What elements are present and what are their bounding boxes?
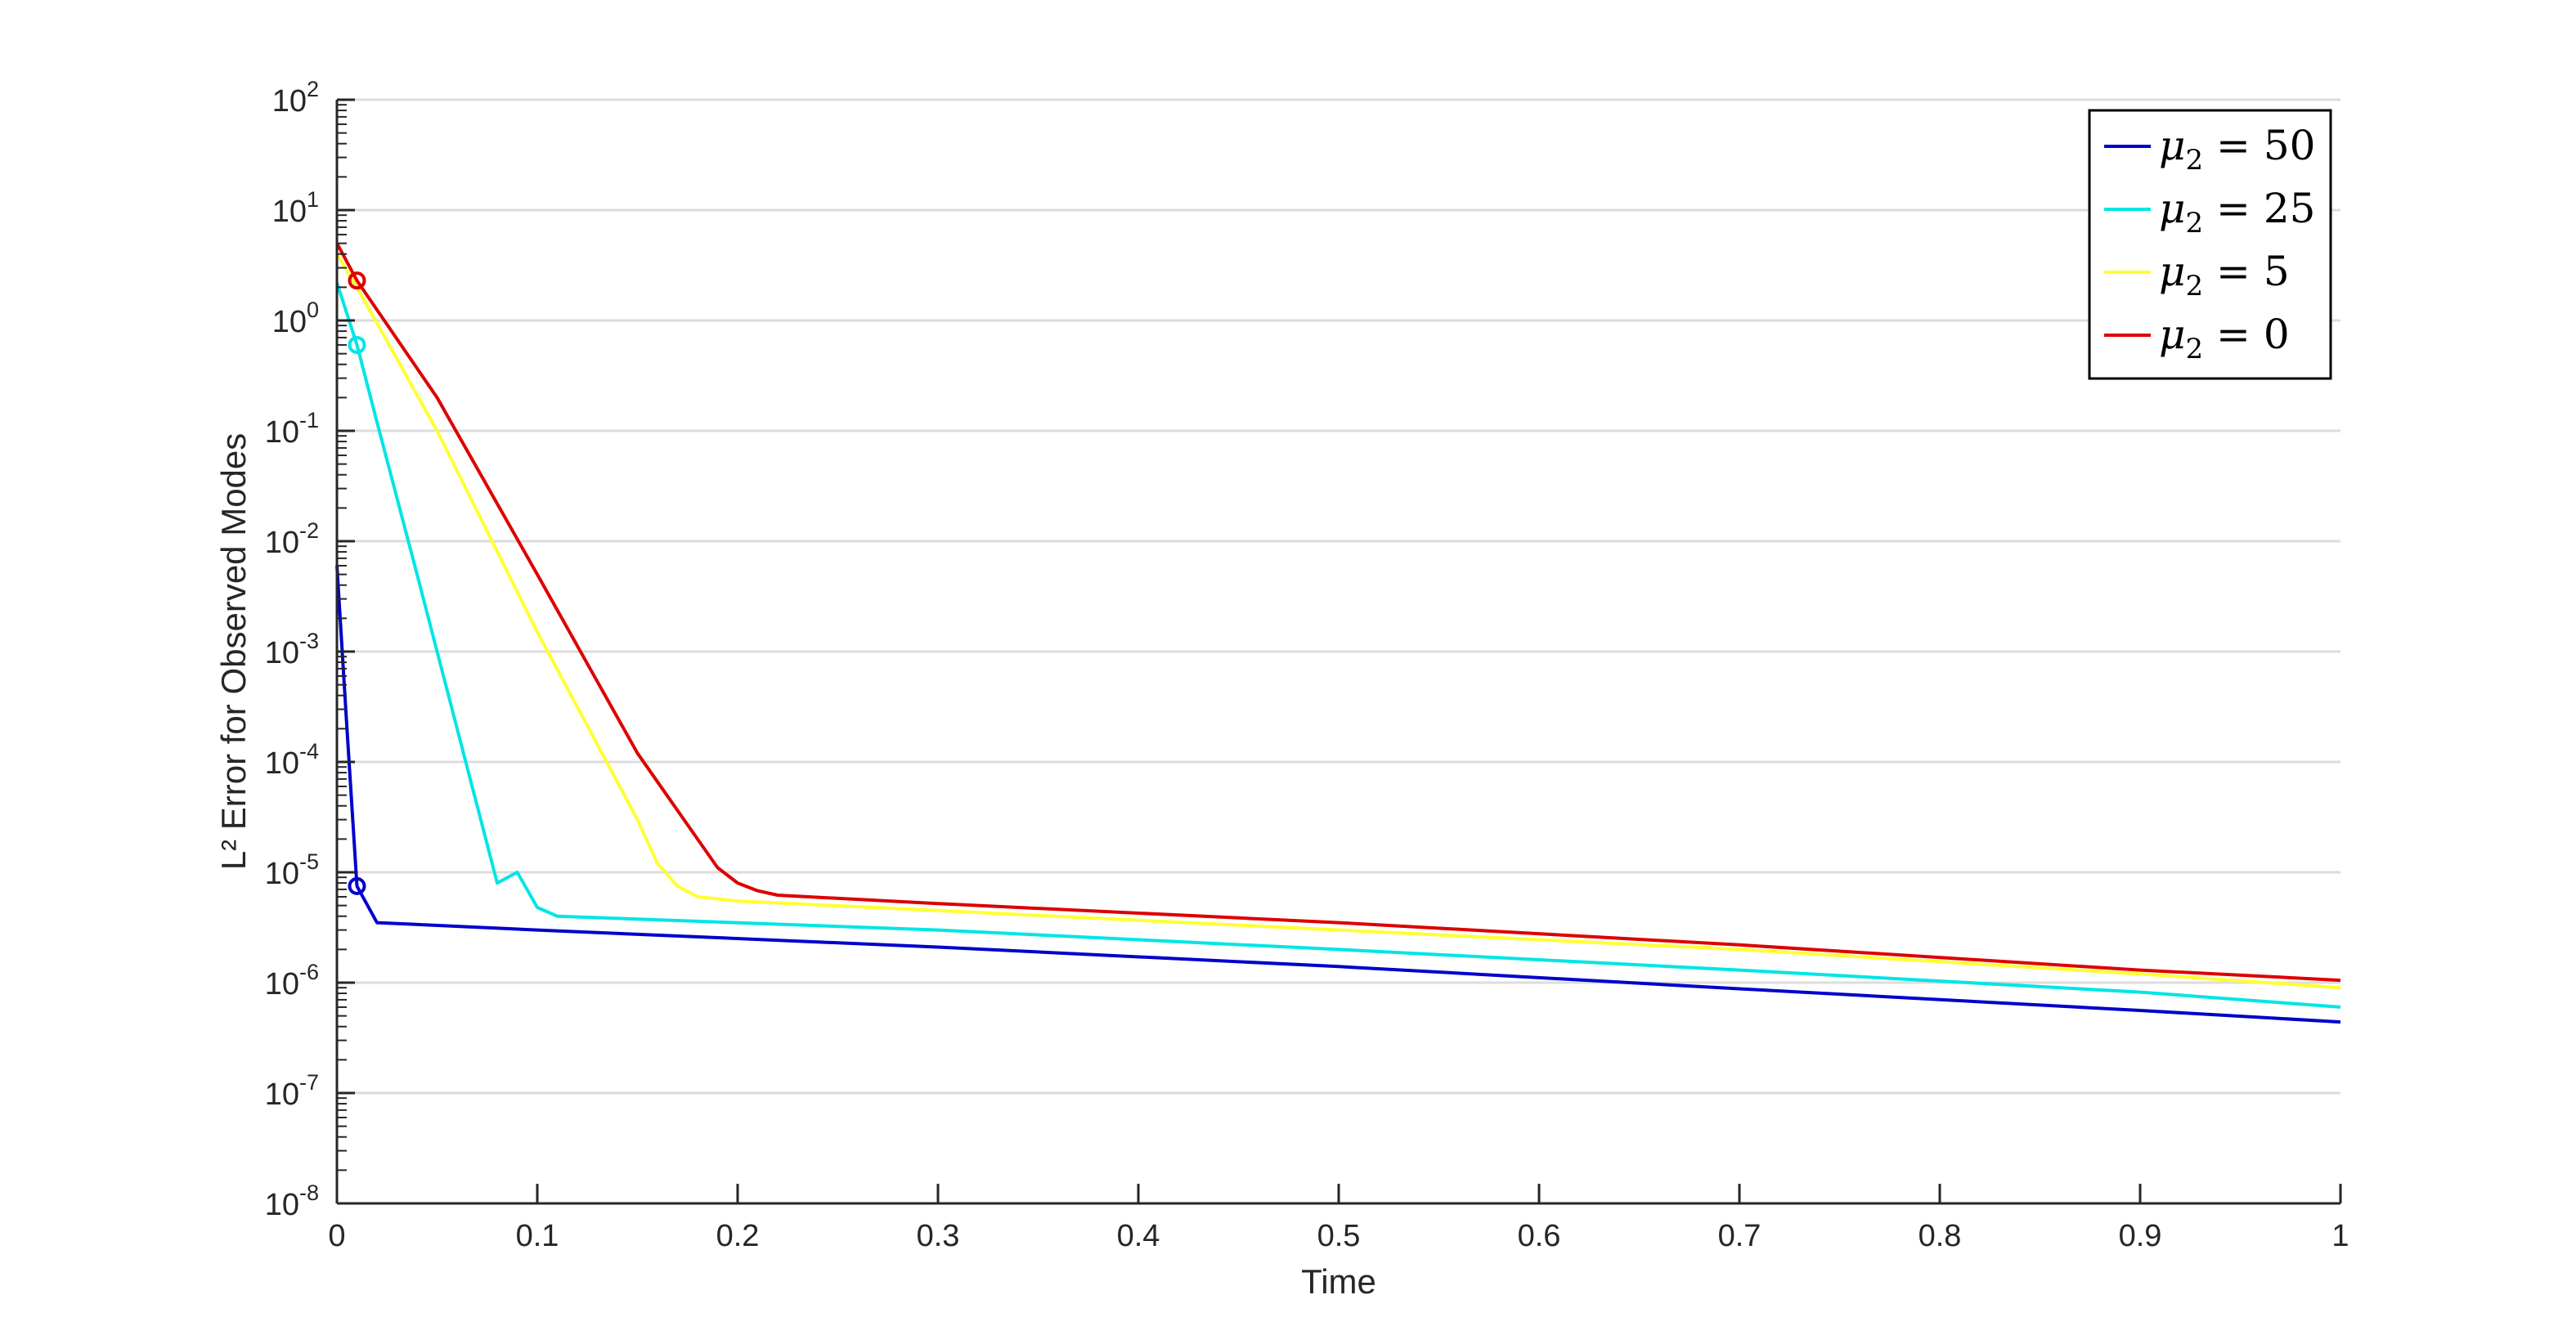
y-tick-exponent: -2 [299, 518, 319, 543]
y-tick-label: 10-2 [265, 518, 319, 560]
y-tick-base: 10 [265, 526, 299, 560]
y-tick-exponent: -1 [299, 408, 319, 432]
y-tick-base: 10 [272, 305, 307, 339]
legend-label: μ2 = 5 [2159, 248, 2290, 302]
y-tick-base: 10 [265, 1077, 299, 1112]
y-tick-label: 10-1 [265, 408, 319, 450]
y-tick-exponent: -8 [299, 1180, 319, 1205]
legend-subscript: 2 [2186, 144, 2204, 177]
y-tick-base: 10 [265, 857, 299, 891]
y-tick-label: 10-6 [265, 960, 319, 1001]
y-tick-base: 10 [272, 84, 307, 119]
x-tick-label: 0.2 [716, 1219, 760, 1253]
y-tick-exponent: -5 [299, 849, 319, 874]
x-tick-label: 0.9 [2119, 1219, 2162, 1253]
x-axis-title: Time [1301, 1262, 1376, 1301]
legend-value: = 5 [2203, 248, 2290, 295]
legend-label: μ2 = 50 [2159, 122, 2315, 177]
y-tick-base: 10 [265, 967, 299, 1001]
legend-value: = 50 [2203, 122, 2315, 169]
legend-subscript: 2 [2186, 207, 2204, 240]
series-marker [348, 271, 366, 290]
legend-subscript: 2 [2186, 333, 2204, 365]
y-tick-base: 10 [265, 746, 299, 781]
y-tick-base: 10 [265, 636, 299, 670]
series-line [335, 253, 2341, 990]
y-tick-label: 100 [272, 298, 319, 339]
y-tick-exponent: 1 [307, 187, 319, 212]
y-tick-label: 10-5 [265, 849, 319, 891]
legend-symbol: μ [2159, 311, 2186, 358]
ticks: 10210110010-110-210-310-410-510-610-710-… [265, 77, 2349, 1253]
legend-symbol: μ [2159, 248, 2186, 295]
series-line [335, 282, 2341, 1009]
x-tick-label: 1 [2331, 1219, 2349, 1253]
x-tick-label: 0.8 [1919, 1219, 1962, 1253]
x-tick-label: 0.1 [516, 1219, 559, 1253]
y-tick-label: 10-4 [265, 739, 319, 781]
x-tick-label: 0.4 [1117, 1219, 1160, 1253]
x-tick-label: 0.3 [917, 1219, 960, 1253]
x-tick-label: 0.7 [1718, 1219, 1761, 1253]
series-marker [348, 876, 366, 895]
y-tick-exponent: -3 [299, 629, 319, 653]
y-axis-title: L² Error for Observed Modes [214, 433, 253, 871]
y-tick-exponent: 0 [307, 298, 319, 322]
y-tick-label: 10-8 [265, 1180, 319, 1222]
legend-label: μ2 = 0 [2159, 311, 2290, 365]
legend-symbol: μ [2159, 122, 2186, 169]
y-tick-base: 10 [265, 1188, 299, 1222]
series-layer [335, 242, 2341, 1024]
x-tick-label: 0 [328, 1219, 345, 1253]
y-tick-exponent: -7 [299, 1070, 319, 1095]
y-tick-exponent: 2 [307, 77, 319, 101]
legend-subscript: 2 [2186, 270, 2204, 302]
legend-symbol: μ [2159, 185, 2186, 232]
legend-value: = 25 [2203, 185, 2315, 232]
y-tick-label: 10-7 [265, 1070, 319, 1112]
y-tick-label: 10-3 [265, 629, 319, 670]
x-tick-label: 0.6 [1518, 1219, 1561, 1253]
x-tick-label: 0.5 [1317, 1219, 1361, 1253]
y-tick-base: 10 [265, 415, 299, 450]
y-tick-exponent: -4 [299, 739, 319, 764]
y-tick-base: 10 [272, 195, 307, 229]
legend-value: = 0 [2203, 311, 2290, 358]
series-line [335, 565, 2341, 1024]
series-marker [348, 335, 366, 354]
y-tick-label: 101 [272, 187, 319, 229]
y-tick-label: 102 [272, 77, 319, 119]
y-tick-exponent: -6 [299, 960, 319, 984]
grid-lines [337, 98, 2340, 1205]
legend-label: μ2 = 25 [2159, 185, 2315, 240]
series-line [335, 242, 2341, 983]
